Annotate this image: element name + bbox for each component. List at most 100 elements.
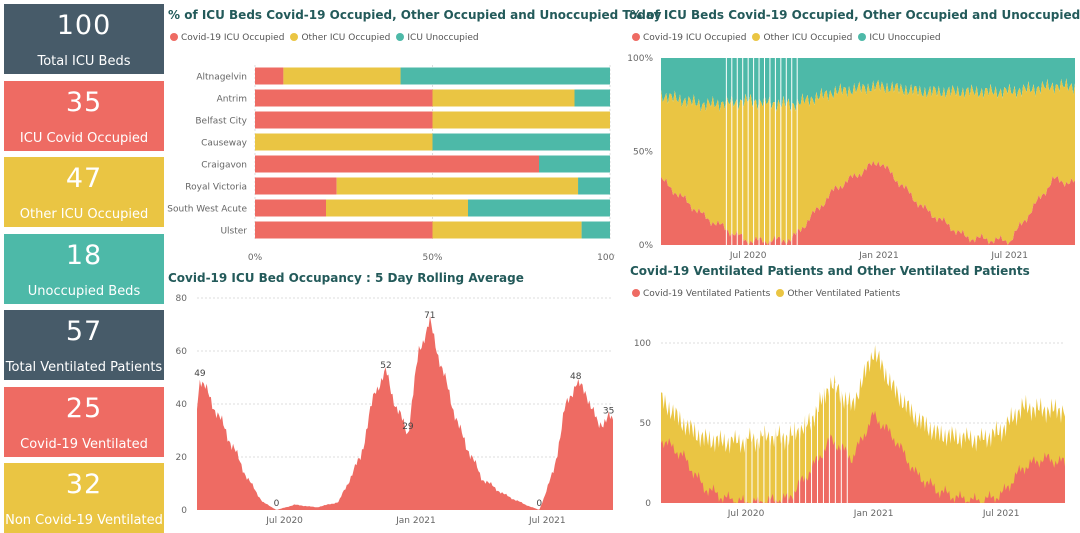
chart3-title: Covid-19 ICU Bed Occupancy : 5 Day Rolli… xyxy=(168,271,524,285)
chart2-area-chart: 0% 50% 100% Jul 2020 Jan 2021 Jul 2021 xyxy=(627,54,1075,260)
legend-dot xyxy=(396,33,405,41)
chart4-title: Covid-19 Ventilated Patients and Other V… xyxy=(630,264,1030,278)
chart1-legend: Covid-19 ICU Occupied Other ICU Occupied I… xyxy=(170,33,485,43)
category-label: Antrim xyxy=(217,95,247,105)
legend-label: Covid-19 ICU Occupied xyxy=(181,33,285,43)
bar-segment xyxy=(539,155,610,173)
category-label: Ulster xyxy=(220,227,247,237)
x-tick-label: Jul 2020 xyxy=(729,251,767,260)
bar-segment xyxy=(336,177,579,195)
legend-label: Other Ventilated Patients xyxy=(787,289,901,299)
legend-dot xyxy=(776,289,785,297)
data-label: 35 xyxy=(603,406,614,416)
x-tick-label: Jan 2021 xyxy=(858,251,899,260)
x-tick-label: Jul 2021 xyxy=(990,251,1028,260)
bar-segment xyxy=(432,221,582,239)
kpi-card: 18 Unoccupied Beds xyxy=(4,233,164,304)
category-label: South West Acute xyxy=(167,205,247,215)
legend-dot xyxy=(632,33,640,41)
category-label: Belfast City xyxy=(195,117,247,127)
legend-dot xyxy=(858,33,867,41)
series-area-covid xyxy=(197,315,613,510)
y-tick-label: 50 xyxy=(640,419,652,429)
bar-segment xyxy=(283,67,401,85)
legend-item: Covid-19 ICU Occupied xyxy=(632,33,746,43)
legend-label: Other ICU Occupied xyxy=(763,33,853,43)
category-label: Altnagelvin xyxy=(196,73,247,83)
data-label: 52 xyxy=(380,361,391,371)
bar-segment xyxy=(326,199,468,217)
legend-dot xyxy=(290,33,299,41)
bar-segment xyxy=(581,221,610,239)
x-tick-label: 50% xyxy=(422,253,442,260)
legend-item: Other Ventilated Patients xyxy=(776,289,900,299)
kpi-value: 25 xyxy=(65,392,103,424)
y-tick-label: 50% xyxy=(633,148,653,158)
kpi-label: Unoccupied Beds xyxy=(27,283,141,299)
kpi-value: 47 xyxy=(65,163,103,194)
x-tick-label: Jul 2021 xyxy=(982,509,1020,519)
kpi-value: 32 xyxy=(65,469,103,500)
legend-item: ICU Unoccupied xyxy=(858,33,941,43)
kpi-value: 18 xyxy=(65,239,103,271)
legend-label: ICU Unoccupied xyxy=(407,33,479,43)
kpi-label: Non Covid-19 Ventilated xyxy=(5,513,163,528)
y-tick-label: 0 xyxy=(645,499,651,509)
kpi-label: ICU Covid Occupied xyxy=(19,130,149,146)
legend-item: Other ICU Occupied xyxy=(752,33,852,43)
bar-segment xyxy=(432,111,610,129)
kpi-label: Total Ventilated Patients xyxy=(5,360,163,375)
category-label: Causeway xyxy=(201,139,248,149)
bar-segment xyxy=(255,155,539,173)
x-tick-label: Jan 2021 xyxy=(853,509,894,519)
bar-segment xyxy=(432,89,575,107)
legend-label: Covid-19 ICU Occupied xyxy=(643,33,747,43)
y-tick-label: 60 xyxy=(176,347,188,357)
legend-item: ICU Unoccupied xyxy=(396,33,479,43)
data-label: 48 xyxy=(570,372,582,382)
data-label: 29 xyxy=(402,422,414,432)
chart1-bar-chart: 0% 50% 100% Altnagelvin Antrim Belfast City Ca… xyxy=(167,65,615,260)
series-area-covid xyxy=(661,160,1075,245)
legend-dot xyxy=(170,33,178,41)
bar-segment xyxy=(255,133,433,151)
data-label: 49 xyxy=(194,369,206,379)
x-tick-label: Jul 2021 xyxy=(528,516,566,526)
legend-dot xyxy=(632,289,640,297)
y-tick-label: 0% xyxy=(639,241,654,251)
category-label: Craigavon xyxy=(201,161,247,171)
x-tick-label: Jan 2021 xyxy=(395,516,436,526)
data-label: 0 xyxy=(536,499,542,509)
chart4-area-chart: 0 50 100 Jul 2020 Jan 2021 Jul 2021 xyxy=(634,339,1065,519)
y-tick-label: 100 xyxy=(634,339,651,349)
legend-item: Covid-19 ICU Occupied xyxy=(170,33,284,43)
bar-segment xyxy=(255,111,433,129)
y-tick-label: 20 xyxy=(176,453,188,463)
kpi-card: 35 ICU Covid Occupied xyxy=(4,80,164,151)
bar-segment xyxy=(432,133,610,151)
bar-segment xyxy=(255,199,326,217)
series-area-covid xyxy=(661,410,1065,503)
chart2-title: % of ICU Beds Covid-19 Occupied, Other O… xyxy=(630,8,1080,22)
kpi-value: 57 xyxy=(65,316,103,347)
series-area-other xyxy=(661,345,1065,503)
legend-item: Other ICU Occupied xyxy=(290,33,390,43)
kpi-card: 25 Covid-19 Ventilated xyxy=(4,386,164,457)
legend-dot xyxy=(752,33,761,41)
y-tick-label: 0 xyxy=(181,506,187,516)
chart4-legend: Covid-19 Ventilated Patients Other Ventil… xyxy=(632,289,906,299)
legend-label: Other ICU Occupied xyxy=(301,33,391,43)
y-tick-label: 100% xyxy=(627,54,653,64)
y-tick-label: 80 xyxy=(176,294,188,304)
bar-segment xyxy=(255,89,433,107)
kpi-card: 32 Non Covid-19 Ventilated xyxy=(4,463,164,533)
data-label: 0 xyxy=(274,499,280,509)
kpi-value: 35 xyxy=(65,86,103,118)
legend-label: ICU Unoccupied xyxy=(869,33,941,43)
x-tick-label: 100% xyxy=(597,253,615,260)
bar-segment xyxy=(400,67,610,85)
data-label: 71 xyxy=(424,311,435,321)
x-tick-label: Jul 2020 xyxy=(727,509,765,519)
x-tick-label: 0% xyxy=(248,253,263,260)
kpi-card: 100 Total ICU Beds xyxy=(4,4,164,74)
